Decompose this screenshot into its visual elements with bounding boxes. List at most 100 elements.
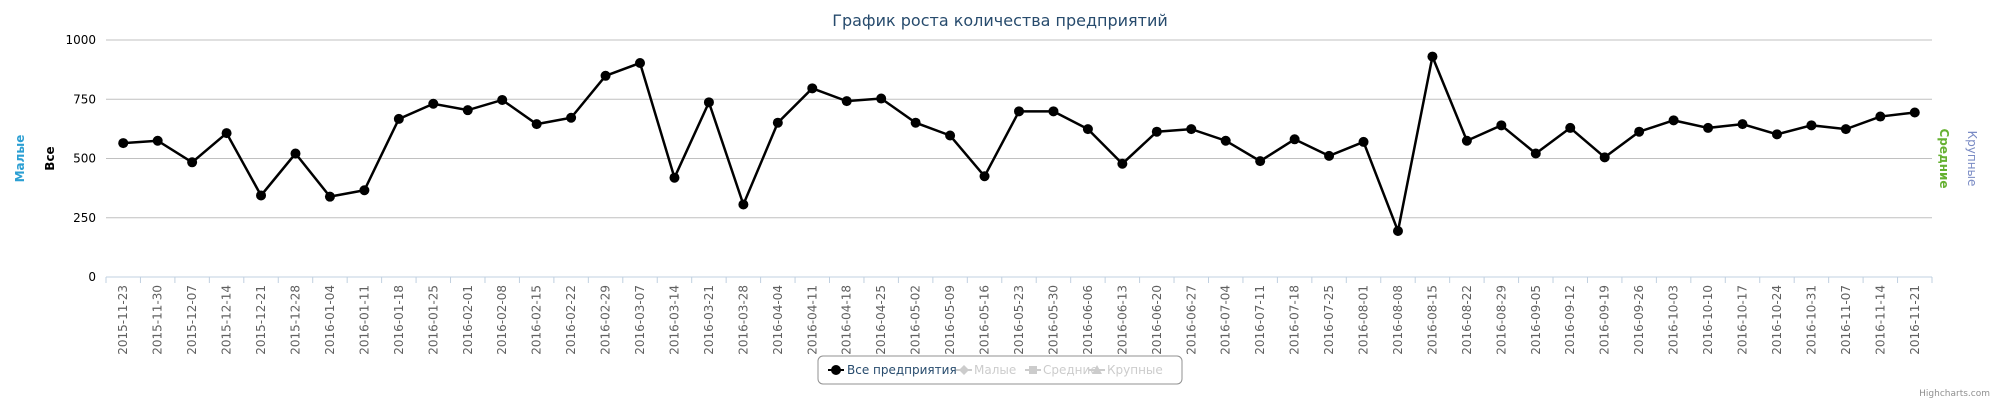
x-tick-label: 2016-07-25 [1322, 285, 1336, 355]
data-point [324, 191, 335, 202]
x-tick-label: 2015-12-28 [288, 285, 302, 355]
y2-axis-title: Средние [1937, 128, 1951, 188]
x-tick-label: 2016-08-22 [1460, 285, 1474, 355]
legend-symbol [831, 365, 841, 375]
y-tick-label: 250 [73, 211, 96, 225]
data-point [1599, 152, 1610, 163]
data-point [428, 98, 439, 109]
x-tick-label: 2016-06-13 [1115, 285, 1129, 355]
data-point [393, 113, 404, 124]
legend-item[interactable]: Крупные [1107, 363, 1163, 377]
x-tick-label: 2016-03-21 [702, 285, 716, 355]
legend-item[interactable]: Средние [1043, 363, 1098, 377]
x-tick-label: 2016-09-19 [1598, 285, 1612, 355]
x-tick-label: 2016-03-07 [633, 285, 647, 355]
data-point [1909, 107, 1920, 118]
x-tick-label: 2016-04-25 [874, 285, 888, 355]
data-point [1220, 135, 1231, 146]
x-tick-label: 2016-09-05 [1529, 285, 1543, 355]
x-tick-label: 2016-02-22 [564, 285, 578, 355]
x-tick-label: 2016-10-31 [1804, 285, 1818, 355]
credits[interactable]: Highcharts.com [1919, 389, 1990, 399]
data-point [1737, 119, 1748, 130]
x-tick-label: 2016-08-08 [1391, 285, 1405, 355]
x-tick-label: 2016-02-08 [495, 285, 509, 355]
x-tick-label: 2016-06-06 [1081, 285, 1095, 355]
data-point [1771, 129, 1782, 140]
y-tick-label: 1000 [65, 33, 96, 47]
data-point [1875, 111, 1886, 122]
data-point [1048, 106, 1059, 117]
x-tick-label: 2016-05-02 [909, 285, 923, 355]
legend-box [817, 355, 1183, 385]
x-tick-label: 2016-07-04 [1219, 285, 1233, 355]
x-tick-label: 2016-10-10 [1701, 285, 1715, 355]
x-tick-label: 2016-11-21 [1908, 285, 1922, 355]
x-tick-label: 2016-02-01 [461, 285, 475, 355]
legend-symbol [1029, 366, 1037, 374]
data-point [1840, 124, 1851, 135]
data-point [600, 70, 611, 81]
y-axis-title: Все [43, 146, 57, 170]
data-point [807, 83, 818, 94]
x-tick-label: 2015-12-14 [220, 285, 234, 355]
x-tick-label: 2016-08-15 [1425, 285, 1439, 355]
data-point [876, 93, 887, 104]
legend-item[interactable]: Все предприятия [847, 363, 957, 377]
x-tick-label: 2015-12-07 [185, 285, 199, 355]
x-tick-label: 2015-11-30 [151, 285, 165, 355]
data-point [462, 105, 473, 116]
x-tick-label: 2016-05-30 [1046, 285, 1060, 355]
x-tick-label: 2016-05-23 [1012, 285, 1026, 355]
x-tick-label: 2016-06-20 [1150, 285, 1164, 355]
y-tick-label: 750 [73, 92, 96, 106]
data-point [1082, 124, 1093, 135]
data-point [772, 117, 783, 128]
x-tick-label: 2016-04-04 [771, 285, 785, 355]
x-tick-label: 2016-03-14 [667, 285, 681, 355]
data-point [635, 57, 646, 68]
data-point [703, 97, 714, 108]
legend-symbol [959, 365, 969, 375]
x-tick-label: 2016-01-18 [392, 285, 406, 355]
data-point [1392, 226, 1403, 237]
x-tick-label: 2016-01-11 [357, 285, 371, 355]
data-point [1151, 126, 1162, 137]
x-tick-label: 2015-11-23 [116, 285, 130, 355]
data-point [566, 112, 577, 123]
data-point [1806, 120, 1817, 131]
legend-item[interactable]: Малые [974, 363, 1016, 377]
data-point [1255, 156, 1266, 167]
x-tick-label: 2016-08-29 [1494, 285, 1508, 355]
data-point [256, 190, 267, 201]
x-tick-label: 2016-10-24 [1770, 285, 1784, 355]
y-tick-label: 0 [88, 270, 96, 284]
x-tick-label: 2016-07-11 [1253, 285, 1267, 355]
x-tick-label: 2016-03-28 [736, 285, 750, 355]
x-tick-label: 2016-11-14 [1873, 285, 1887, 355]
data-point [1668, 115, 1679, 126]
x-tick-label: 2016-10-17 [1736, 285, 1750, 355]
x-tick-label: 2016-06-27 [1184, 285, 1198, 355]
data-point [221, 128, 232, 139]
data-point [290, 148, 301, 159]
x-tick-label: 2016-02-29 [599, 285, 613, 355]
x-tick-label: 2016-04-18 [840, 285, 854, 355]
data-point [945, 130, 956, 141]
data-point [1565, 122, 1576, 133]
data-point [1634, 126, 1645, 137]
x-tick-label: 2016-04-11 [805, 285, 819, 355]
x-tick-label: 2015-12-21 [254, 285, 268, 355]
data-point [841, 96, 852, 107]
series-line [123, 52, 1915, 236]
data-point [1014, 106, 1024, 117]
data-point [1496, 120, 1507, 131]
x-tick-label: 2016-02-15 [530, 285, 544, 355]
x-tick-label: 2016-09-12 [1563, 285, 1577, 355]
legend-symbol [1092, 365, 1102, 374]
data-point [497, 94, 508, 105]
x-tick-label: 2016-08-01 [1357, 285, 1371, 355]
data-point [1461, 135, 1472, 146]
data-point [1358, 136, 1369, 147]
